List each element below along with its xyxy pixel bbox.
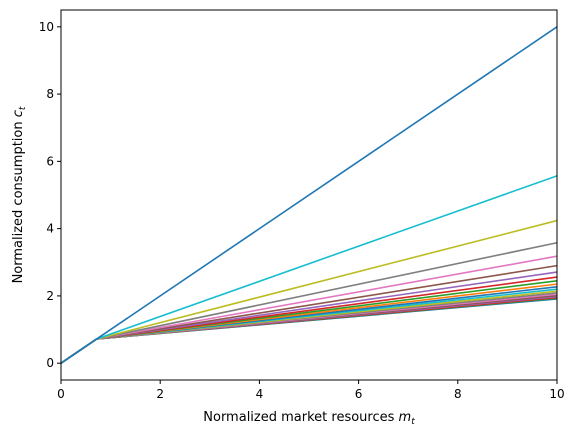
y-tick-label: 10 (39, 20, 54, 34)
x-tick-label: 6 (355, 387, 363, 401)
x-tick-label: 2 (156, 387, 164, 401)
consumption-line-1 (60, 26, 558, 364)
consumption-line-17 (60, 295, 558, 364)
x-axis-ticks: 0 2 4 6 8 10 (57, 380, 565, 401)
plot-frame (60, 9, 558, 381)
consumption-line-3 (60, 219, 558, 364)
y-axis-label: Normalized consumption ct (11, 106, 28, 283)
y-tick-label: 0 (46, 356, 54, 370)
x-tick-label: 10 (549, 387, 564, 401)
x-axis-label: Normalized market resources mt (203, 410, 415, 427)
y-axis-ticks: 0 2 4 6 8 10 (39, 20, 61, 370)
y-tick-label: 6 (46, 154, 54, 168)
series-layer (60, 26, 558, 364)
y-tick-label: 2 (46, 289, 54, 303)
x-tick-label: 0 (57, 387, 65, 401)
x-tick-label: 8 (454, 387, 462, 401)
y-tick-label: 8 (46, 87, 54, 101)
y-tick-label: 4 (46, 222, 54, 236)
x-tick-label: 4 (256, 387, 264, 401)
